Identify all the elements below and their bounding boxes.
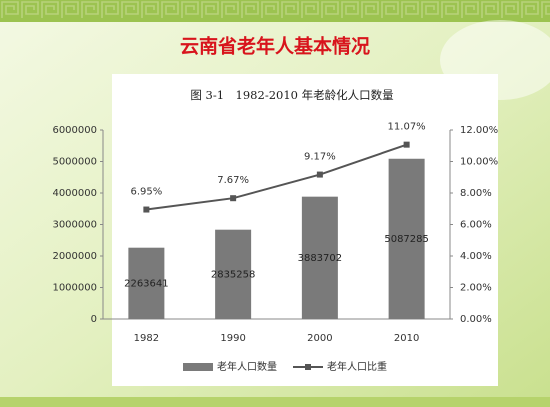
y-tick-label: 3000000 xyxy=(52,220,97,231)
y-tick-label: 0 xyxy=(91,314,97,325)
bar-value-label: 3883702 xyxy=(298,253,343,264)
line-value-label: 9.17% xyxy=(304,152,336,163)
bar xyxy=(215,229,252,319)
y-tick-label: 1000000 xyxy=(52,283,97,294)
line-value-label: 11.07% xyxy=(388,122,426,133)
bar xyxy=(301,196,338,319)
bar xyxy=(128,247,165,319)
fret-border xyxy=(0,1,550,21)
y-tick-label: 4000000 xyxy=(52,188,97,199)
y2-tick-label: 8.00% xyxy=(460,188,492,199)
line-marker xyxy=(230,195,237,202)
y2-tick-label: 0.00% xyxy=(460,314,492,325)
line-value-label: 6.95% xyxy=(130,187,162,198)
y-tick-label: 6000000 xyxy=(52,125,97,136)
bar-value-label: 2835258 xyxy=(211,269,256,280)
y2-tick-label: 2.00% xyxy=(460,283,492,294)
y-tick-label: 2000000 xyxy=(52,251,97,262)
legend-marker xyxy=(305,364,311,370)
legend-label: 老年人口比重 xyxy=(327,360,387,373)
bar xyxy=(388,158,425,319)
line xyxy=(146,143,407,211)
line-marker xyxy=(403,141,410,148)
x-tick-label: 1990 xyxy=(220,333,245,344)
bottom-band xyxy=(0,397,550,407)
y2-tick-label: 6.00% xyxy=(460,220,492,231)
slide-title: 云南省老年人基本情况 xyxy=(180,35,370,58)
x-tick-label: 1982 xyxy=(134,333,159,344)
y2-tick-label: 10.00% xyxy=(460,157,498,168)
y2-tick-label: 12.00% xyxy=(460,125,498,136)
line-marker xyxy=(316,171,323,178)
x-tick-label: 2000 xyxy=(307,333,332,344)
legend-swatch xyxy=(183,363,213,371)
chart-title: 图 3-1 1982-2010 年老龄化人口数量 xyxy=(190,88,393,102)
line-marker xyxy=(143,206,150,213)
legend-label: 老年人口数量 xyxy=(217,360,277,373)
y-tick-label: 5000000 xyxy=(52,157,97,168)
y2-tick-label: 4.00% xyxy=(460,251,492,262)
x-tick-label: 2010 xyxy=(394,333,419,344)
bar-value-label: 2263641 xyxy=(124,278,169,289)
line-value-label: 7.67% xyxy=(217,175,249,186)
bar-value-label: 5087285 xyxy=(384,234,429,245)
